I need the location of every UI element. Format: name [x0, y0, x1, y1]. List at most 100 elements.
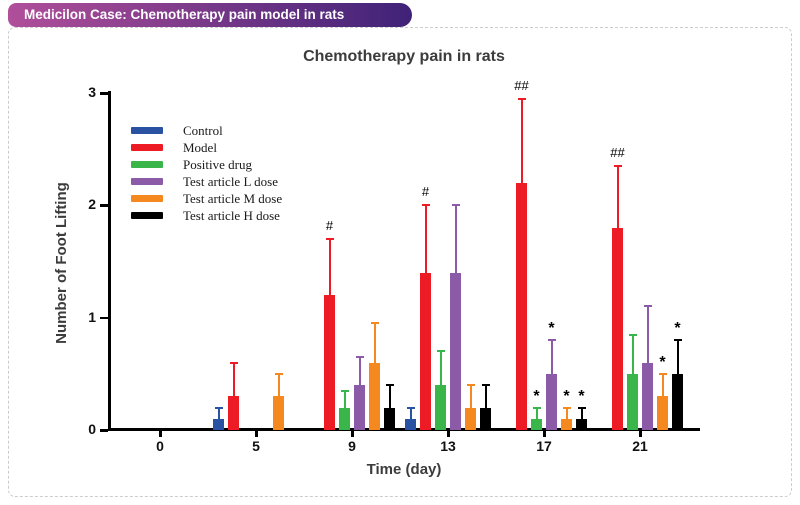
- bar-model-day5: [228, 396, 239, 430]
- error-bar-test-article-h-dose-day17: [580, 407, 583, 419]
- significance-test-article-h-dose-day21: *: [674, 320, 681, 338]
- bar-control-day5: [213, 418, 224, 430]
- legend-label-test-article-m-dose: Test article M dose: [183, 191, 283, 206]
- legend-swatch-model: [131, 144, 163, 151]
- error-cap-test-article-h-dose-day9: [385, 384, 394, 387]
- error-cap-positive-drug-day9: [340, 389, 349, 392]
- error-bar-positive-drug-day17: [535, 407, 538, 419]
- legend-label-model: Model: [183, 140, 217, 155]
- legend-label-positive-drug: Positive drug: [183, 157, 252, 172]
- legend-swatch-test-article-h-dose: [131, 212, 163, 219]
- bar-model-day9: [324, 295, 335, 430]
- y-axis: [108, 91, 111, 431]
- x-tick-label: 17: [536, 438, 552, 454]
- y-tick: [100, 316, 108, 320]
- error-bar-model-day17: [520, 98, 523, 183]
- bar-model-day21: [612, 227, 623, 430]
- error-cap-test-article-l-dose-day9: [355, 355, 364, 358]
- error-bar-positive-drug-day21: [631, 334, 634, 374]
- bar-positive-drug-day9: [339, 407, 350, 430]
- error-bar-test-article-m-dose-day5: [277, 373, 280, 397]
- error-cap-model-day13: [421, 204, 430, 207]
- legend-label-control: Control: [183, 123, 223, 138]
- bar-model-day17: [516, 182, 527, 430]
- x-tick-label: 5: [252, 438, 260, 454]
- significance-model-day17: ##: [514, 77, 529, 93]
- bar-test-article-m-dose-day21: [657, 396, 668, 430]
- error-bar-test-article-h-dose-day13: [484, 385, 487, 408]
- bar-control-day13: [405, 418, 416, 430]
- error-cap-test-article-m-dose-day17: [562, 406, 571, 409]
- error-bar-test-article-l-dose-day9: [358, 356, 361, 386]
- error-bar-test-article-m-dose-day13: [469, 385, 472, 408]
- error-cap-test-article-h-dose-day13: [481, 384, 490, 387]
- header-badge: Medicilon Case: Chemotherapy pain model …: [8, 3, 412, 27]
- error-cap-control-day13: [406, 406, 415, 409]
- x-tick: [639, 431, 642, 437]
- bar-positive-drug-day17: [531, 418, 542, 430]
- x-tick-label: 13: [440, 438, 456, 454]
- significance-model-day9: #: [325, 218, 334, 234]
- bar-test-article-l-dose-day21: [642, 362, 653, 430]
- x-tick: [447, 431, 450, 437]
- error-cap-model-day5: [229, 361, 238, 364]
- y-tick: [100, 429, 108, 432]
- y-tick: [100, 92, 108, 95]
- error-bar-model-day21: [616, 166, 619, 228]
- error-cap-test-article-l-dose-day17: [547, 339, 556, 342]
- error-cap-test-article-m-dose-day13: [466, 384, 475, 387]
- y-tick-label: 0: [88, 421, 96, 437]
- x-axis: [108, 428, 700, 431]
- error-bar-test-article-l-dose-day17: [550, 340, 553, 374]
- error-bar-model-day13: [424, 205, 427, 273]
- bar-test-article-h-dose-day17: [576, 418, 587, 430]
- error-bar-test-article-m-dose-day21: [661, 373, 664, 397]
- significance-model-day21: ##: [610, 145, 625, 161]
- error-bar-control-day5: [217, 407, 220, 419]
- error-bar-positive-drug-day9: [343, 390, 346, 408]
- legend-swatch-test-article-l-dose: [131, 178, 163, 185]
- x-tick: [351, 431, 354, 437]
- error-bar-test-article-l-dose-day13: [454, 205, 457, 273]
- y-tick-label: 1: [88, 308, 96, 325]
- error-bar-test-article-m-dose-day9: [373, 323, 376, 363]
- significance-test-article-h-dose-day17: *: [578, 387, 585, 405]
- error-cap-model-day17: [517, 97, 526, 100]
- bar-test-article-m-dose-day9: [369, 362, 380, 430]
- bar-model-day13: [420, 272, 431, 430]
- significance-test-article-m-dose-day17: *: [563, 387, 570, 405]
- error-bar-model-day5: [232, 362, 235, 397]
- bar-test-article-m-dose-day17: [561, 418, 572, 430]
- error-bar-control-day13: [409, 407, 412, 419]
- error-cap-test-article-h-dose-day21: [673, 339, 682, 342]
- x-axis-label: Time (day): [366, 461, 442, 478]
- error-bar-positive-drug-day13: [439, 351, 442, 386]
- bar-test-article-l-dose-day9: [354, 385, 365, 430]
- legend-swatch-positive-drug: [131, 161, 163, 168]
- y-tick: [100, 204, 108, 207]
- error-cap-test-article-l-dose-day21: [643, 305, 652, 308]
- error-bar-test-article-l-dose-day21: [646, 306, 649, 363]
- x-tick-label: 9: [348, 438, 356, 454]
- bar-test-article-h-dose-day9: [384, 407, 395, 430]
- error-bar-test-article-m-dose-day17: [565, 407, 568, 419]
- x-tick: [543, 431, 546, 437]
- error-cap-model-day21: [613, 165, 622, 168]
- chart-title: Chemotherapy pain in rats: [303, 48, 505, 65]
- significance-positive-drug-day17: *: [533, 387, 540, 405]
- bar-test-article-l-dose-day13: [450, 272, 461, 430]
- significance-test-article-m-dose-day21: *: [659, 353, 666, 371]
- bar-test-article-l-dose-day17: [546, 373, 557, 430]
- bar-test-article-m-dose-day5: [273, 396, 284, 430]
- x-tick-label: 21: [632, 438, 648, 454]
- legend-label-test-article-l-dose: Test article L dose: [183, 174, 278, 189]
- error-cap-test-article-l-dose-day13: [451, 204, 460, 207]
- error-bar-model-day9: [328, 239, 331, 296]
- x-tick: [255, 431, 258, 437]
- error-cap-model-day9: [325, 238, 334, 241]
- error-cap-test-article-m-dose-day21: [658, 372, 667, 375]
- legend-swatch-test-article-m-dose: [131, 195, 163, 202]
- error-cap-test-article-m-dose-day5: [274, 372, 283, 375]
- legend-swatch-control: [131, 127, 163, 134]
- significance-model-day13: #: [421, 184, 430, 200]
